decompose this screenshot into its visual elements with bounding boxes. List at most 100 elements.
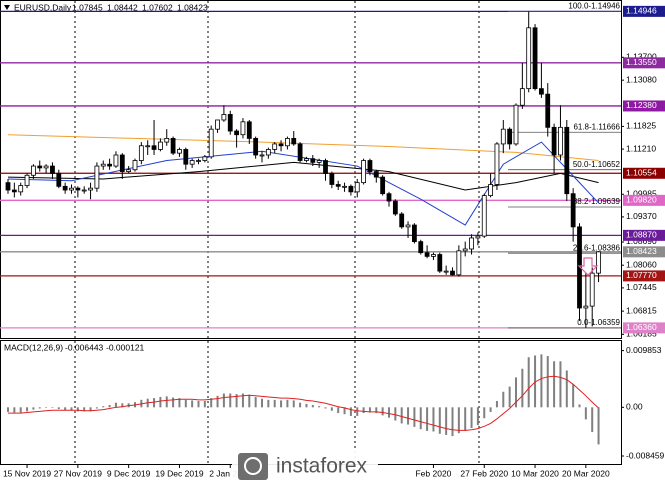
- macd-bar: [51, 407, 54, 408]
- price-layer: 100.0-1.1494661.8-1.1166650.0-1.1065238.…: [0, 1, 621, 445]
- candle-body: [348, 185, 354, 193]
- candle-body: [570, 193, 576, 228]
- y-tick-label: 0.00: [626, 402, 643, 412]
- candle-body: [392, 200, 398, 215]
- candle-body: [443, 270, 449, 273]
- watermark-text: instaforex: [276, 455, 368, 478]
- y-tick-label: 1.09370: [626, 211, 657, 221]
- candle-body: [551, 126, 557, 156]
- candle-body: [119, 154, 125, 172]
- macd-bar: [7, 407, 9, 412]
- candle-body: [113, 154, 119, 167]
- candle-body: [405, 224, 411, 228]
- watermark-icon-ring: [244, 457, 262, 475]
- level-label: 1.14946: [626, 6, 657, 16]
- macd-bar: [584, 407, 587, 420]
- x-tick-label: 27 Nov 2019: [54, 468, 102, 478]
- candle-body: [519, 88, 525, 106]
- candle-body: [145, 145, 151, 148]
- candle-body: [43, 165, 49, 169]
- candle-body: [481, 195, 487, 237]
- candle-body: [62, 185, 68, 191]
- candle-body: [81, 189, 87, 192]
- candle-body: [265, 149, 271, 156]
- candle-body: [24, 174, 30, 186]
- level-box: [623, 57, 665, 69]
- level-box: [623, 229, 665, 241]
- macd-bar: [546, 356, 549, 408]
- macd-bar: [502, 391, 505, 408]
- candle-body: [475, 235, 481, 239]
- y-tick-label: 1.13080: [626, 74, 657, 84]
- macd-bar: [159, 396, 162, 408]
- x-tick-label: 15 Nov 2019: [3, 468, 51, 478]
- candle-body: [157, 141, 163, 150]
- candle-body: [469, 237, 474, 250]
- level-label: 1.09820: [626, 195, 657, 205]
- macd-bar: [76, 407, 79, 412]
- macd-bar: [153, 398, 156, 408]
- macd-bar: [292, 400, 295, 408]
- macd-bar: [57, 407, 60, 410]
- macd-bar: [102, 406, 105, 408]
- candle-body: [494, 143, 500, 185]
- macd-bar: [191, 400, 194, 408]
- macd-bar: [591, 407, 594, 433]
- candle-body: [386, 193, 392, 202]
- x-tick-label: 19 Dec 2019: [155, 468, 203, 478]
- level-box: [623, 167, 665, 179]
- macd-bar: [540, 354, 543, 408]
- macd-bar: [578, 404, 581, 408]
- y-tick-label: 1.11825: [626, 121, 656, 131]
- macd-bar: [388, 407, 390, 418]
- macd-bar: [527, 357, 530, 408]
- candle-body: [304, 158, 309, 161]
- macd-bar: [426, 407, 429, 431]
- candle-body: [240, 121, 246, 136]
- fib-label: 23.6-1.08386: [573, 243, 621, 252]
- x-tick-label: 10 Mar 2020: [511, 468, 559, 478]
- indicator-line: [7, 134, 599, 162]
- y-tick-label: 1.06185: [626, 329, 657, 339]
- candle-body: [507, 128, 513, 145]
- macd-bar: [38, 407, 41, 409]
- candle-body: [513, 104, 519, 145]
- candle-body: [456, 250, 462, 276]
- candle-body: [196, 160, 201, 162]
- y-tick-label: 0.009853: [626, 345, 662, 355]
- candle-body: [246, 121, 252, 139]
- candle-body: [564, 126, 570, 195]
- y-tick-label: 1.09985: [626, 189, 657, 199]
- macd-bar: [229, 393, 232, 408]
- macd-bar: [394, 407, 397, 421]
- candle-body: [132, 160, 138, 171]
- macd-bar: [248, 394, 251, 408]
- candle-body: [151, 145, 157, 150]
- candle-body: [259, 154, 265, 157]
- candle-body: [424, 252, 430, 257]
- y-tick-label: 1.08060: [626, 259, 657, 269]
- macd-bar: [197, 400, 200, 408]
- macd-bar: [559, 361, 562, 408]
- candle-body: [297, 143, 303, 161]
- candle-body: [221, 114, 227, 121]
- macd-bar: [121, 403, 124, 408]
- period-separators: [74, 1, 480, 464]
- macd-bar: [95, 407, 98, 409]
- macd-bar: [565, 370, 568, 408]
- macd-bar: [254, 396, 257, 408]
- level-box: [623, 322, 665, 334]
- macd-bar: [241, 393, 244, 408]
- candle-body: [596, 251, 601, 274]
- candle-body: [75, 187, 81, 191]
- macd-bar: [70, 407, 73, 411]
- candle-body: [354, 182, 360, 193]
- macd-bar: [114, 402, 117, 408]
- macd-bar: [45, 407, 48, 408]
- candle-body: [94, 165, 100, 189]
- candle-body: [189, 160, 195, 165]
- macd-bar: [280, 400, 283, 408]
- macd-bar: [597, 407, 600, 445]
- candle-body: [272, 143, 278, 150]
- fib-label: 61.8-1.11666: [573, 122, 620, 131]
